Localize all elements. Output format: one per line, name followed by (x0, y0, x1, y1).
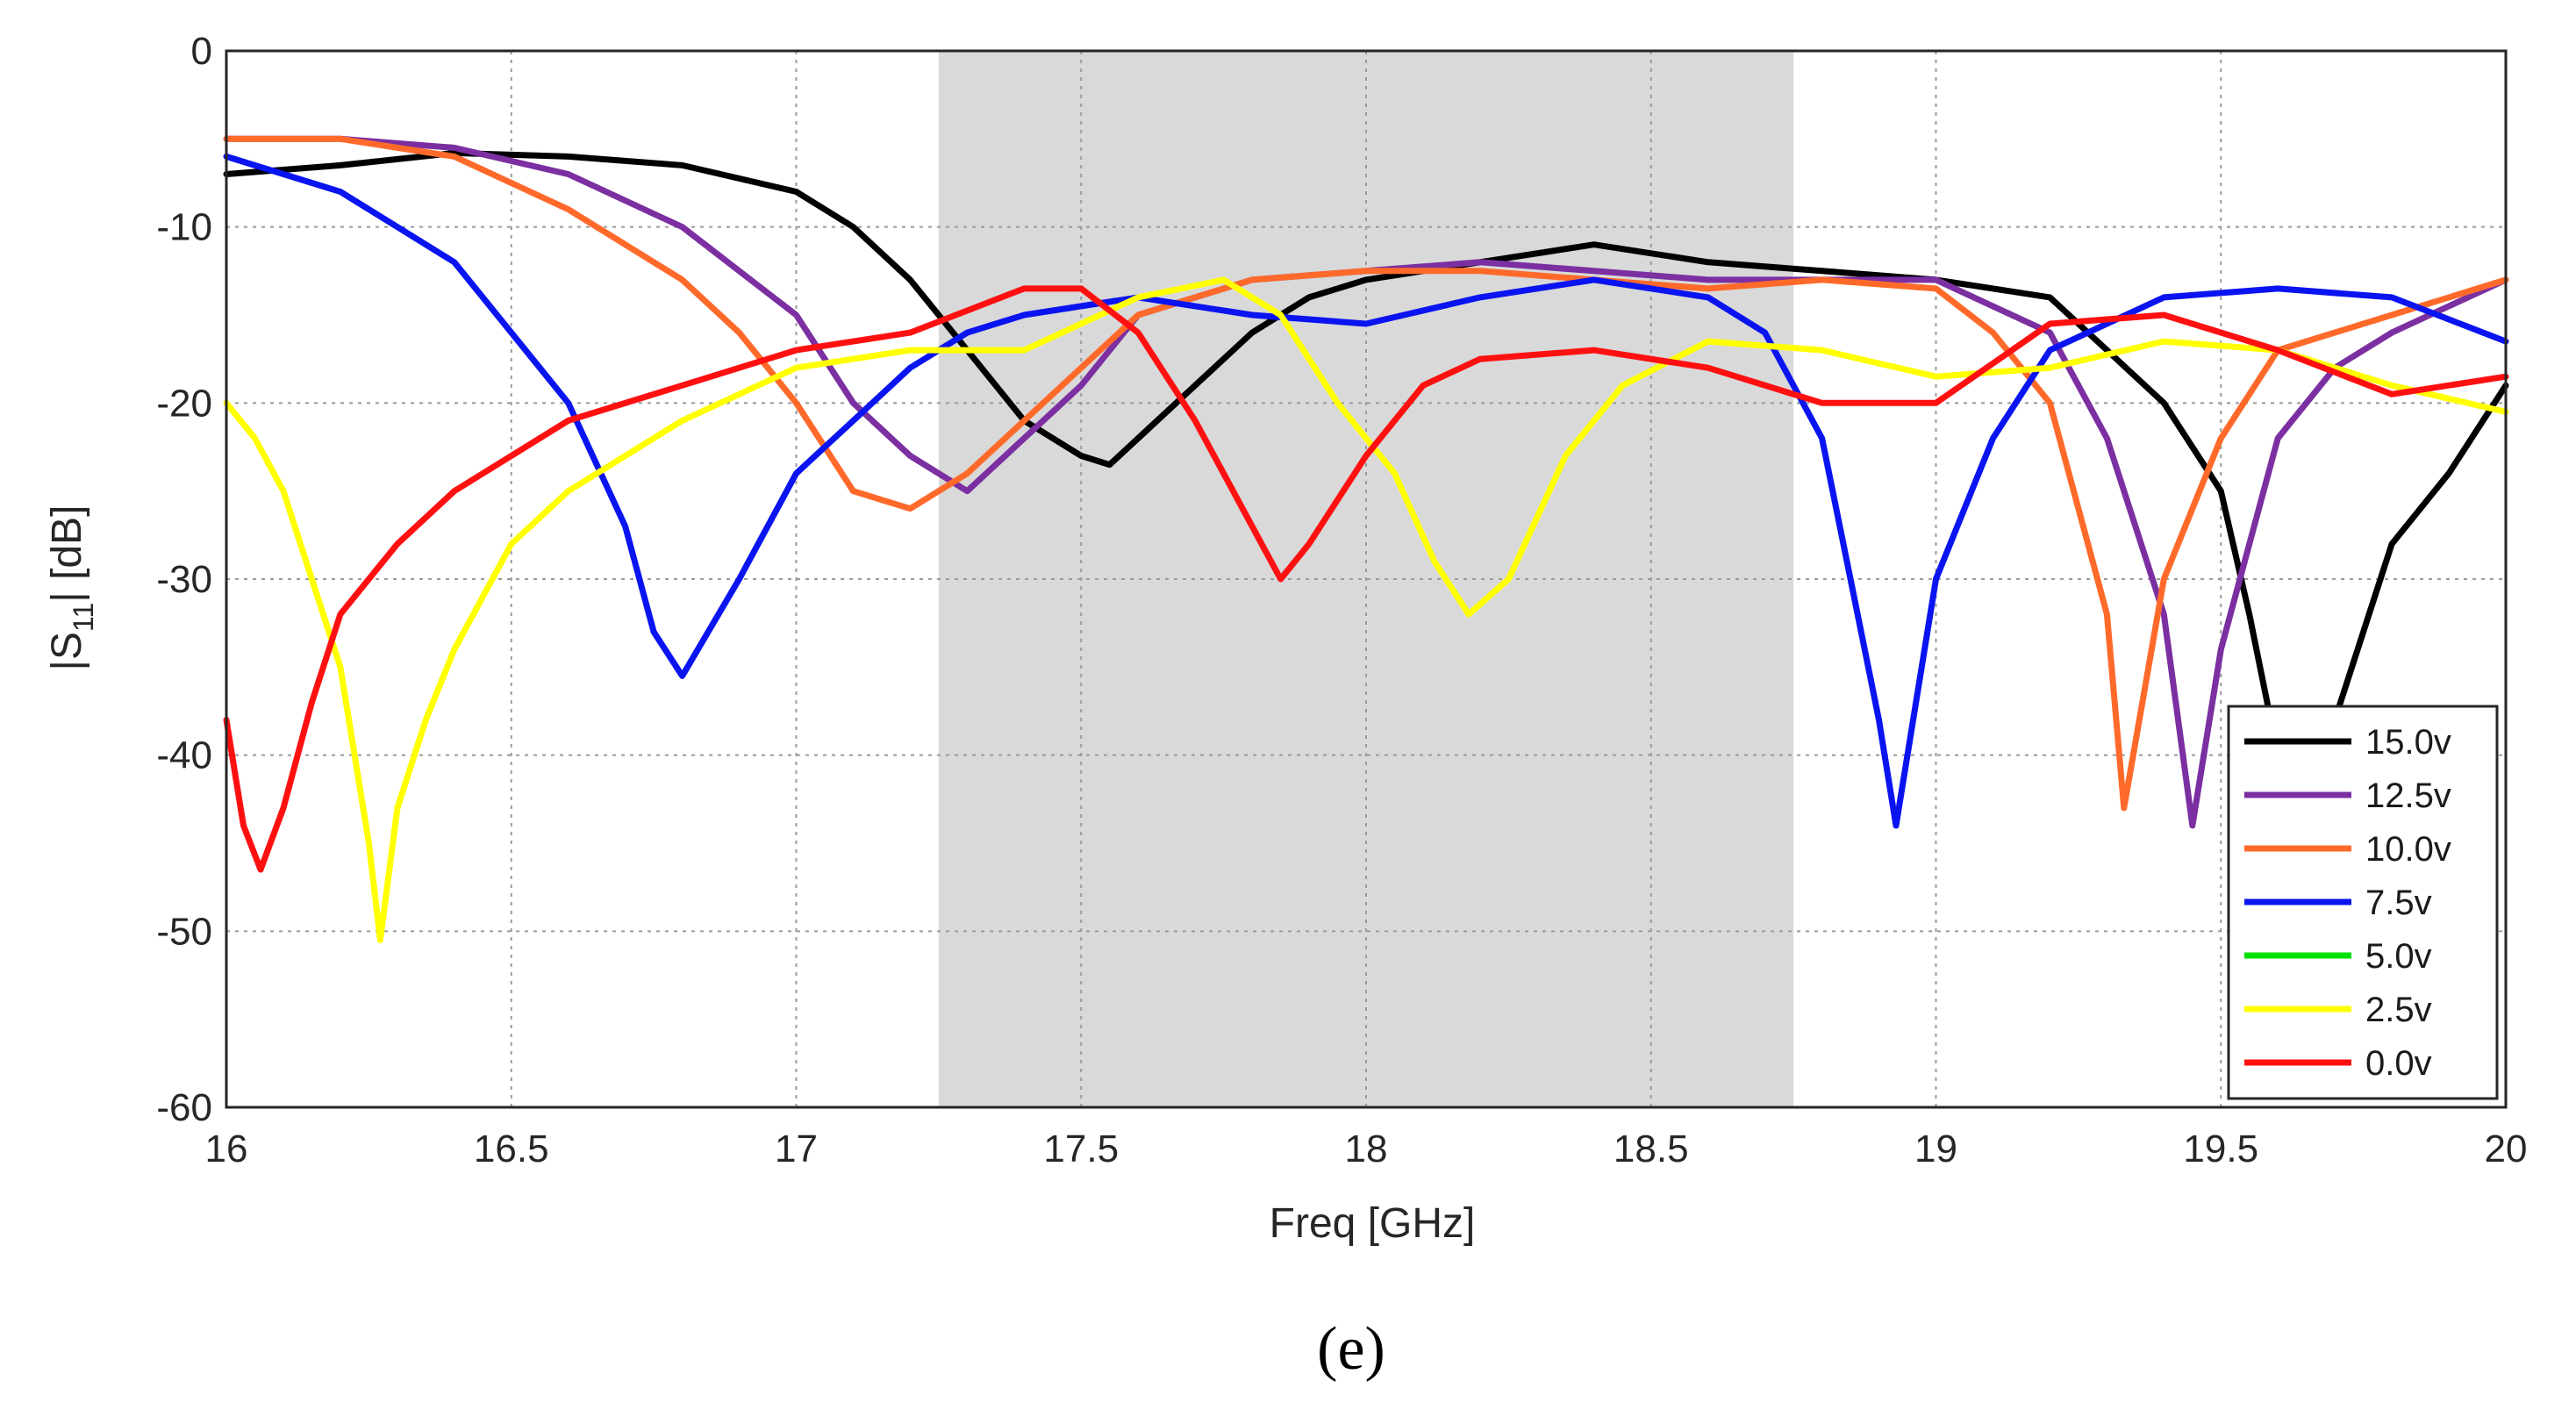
series-line-7.5v (223, 153, 2509, 829)
y-tick-label: -60 (156, 1086, 212, 1129)
series-line-0.0v (223, 285, 2509, 873)
x-tick-label: 19 (1914, 1127, 1957, 1170)
series-line-2.5v (223, 276, 2509, 943)
plot-frame (225, 49, 2508, 1109)
x-tick-label: 18.5 (1614, 1127, 1689, 1170)
legend-label-7.5v: 7.5v (2365, 884, 2432, 922)
x-tick-labels: 16 16.5 17 17.5 18 18.5 19 19.5 20 (205, 1127, 2528, 1170)
legend: 15.0v 12.5v 10.0v 7.5v 5.0v 2.5v 0.0v (2227, 705, 2499, 1100)
y-tick-label: -30 (156, 558, 212, 601)
series-line-12.5v (223, 135, 2509, 829)
y-tick-label: -10 (156, 206, 212, 249)
grid (226, 51, 2506, 1107)
y-axis-label: |S11| [dB] (44, 505, 99, 671)
x-tick-label: 16 (205, 1127, 248, 1170)
y-tick-label: -40 (156, 734, 212, 777)
legend-label-10.0v: 10.0v (2365, 830, 2451, 869)
series-line-10.0v (223, 135, 2509, 812)
legend-label-2.5v: 2.5v (2365, 991, 2432, 1029)
legend-label-0.0v: 0.0v (2365, 1044, 2432, 1083)
legend-label-5.0v: 5.0v (2365, 937, 2432, 976)
y-tick-labels: 0 -10 -20 -30 -40 -50 -60 (156, 30, 212, 1129)
x-tick-label: 19.5 (2183, 1127, 2258, 1170)
y-tick-label: -20 (156, 382, 212, 425)
y-tick-label: 0 (191, 30, 212, 73)
x-tick-label: 16.5 (474, 1127, 549, 1170)
x-tick-label: 18 (1345, 1127, 1388, 1170)
figure-caption: (e) (1317, 1315, 1385, 1383)
x-tick-label: 17.5 (1043, 1127, 1119, 1170)
legend-label-12.5v: 12.5v (2365, 777, 2451, 815)
y-tick-label: -50 (156, 910, 212, 953)
legend-label-15.0v: 15.0v (2365, 723, 2451, 762)
x-tick-label: 20 (2485, 1127, 2528, 1170)
x-tick-label: 17 (775, 1127, 818, 1170)
x-axis-label: Freq [GHz] (1270, 1200, 1476, 1247)
